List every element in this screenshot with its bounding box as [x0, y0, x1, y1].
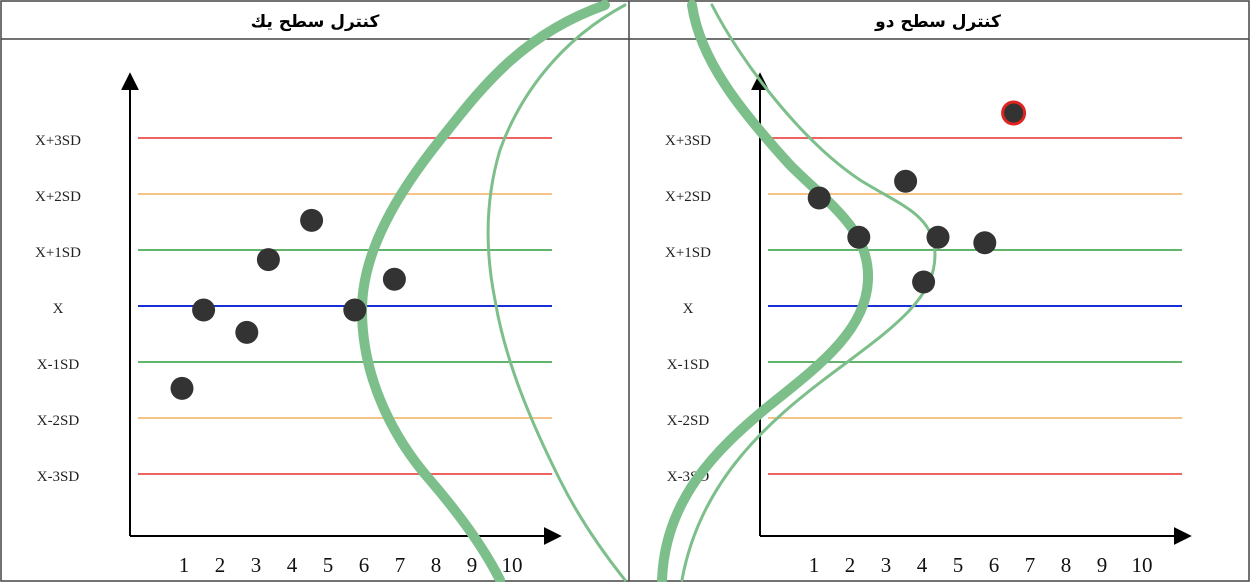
y-level-label: X+1SD	[35, 245, 81, 261]
y-level-label: X+2SD	[665, 189, 711, 205]
panel-1-title: كنترل سطح يك	[251, 12, 380, 32]
x-tick-label: 1	[809, 553, 820, 577]
x-tick-label: 10	[502, 553, 523, 577]
y-level-label: X-3SD	[37, 469, 80, 485]
panel-2-curve-thin	[680, 3, 937, 582]
y-level-label: X-1SD	[667, 357, 710, 373]
data-point	[912, 270, 936, 294]
panel-1-axes	[121, 72, 562, 545]
x-tick-label: 7	[395, 553, 406, 577]
x-tick-label: 9	[1097, 553, 1108, 577]
panel-1-curve-thin	[486, 3, 627, 582]
data-point	[807, 186, 831, 210]
data-point	[973, 231, 997, 255]
panel-1-points	[170, 208, 406, 400]
data-point	[235, 320, 259, 344]
data-point	[192, 298, 216, 322]
data-point	[926, 225, 950, 249]
x-tick-label: 9	[467, 553, 478, 577]
y-level-label: X-2SD	[667, 413, 710, 429]
y-level-label: X+1SD	[665, 245, 711, 261]
outlier-point	[1001, 100, 1027, 126]
x-tick-label: 6	[989, 553, 1000, 577]
x-tick-label: 5	[323, 553, 334, 577]
x-tick-label: 2	[845, 553, 856, 577]
y-level-label: X-2SD	[37, 413, 80, 429]
x-tick-label: 6	[359, 553, 370, 577]
data-point	[256, 248, 280, 272]
x-tick-label: 2	[215, 553, 226, 577]
y-level-label: X+2SD	[35, 189, 81, 205]
panel-2-curve-thick	[657, 0, 874, 582]
panel-2-x-labels: 1 2 3 4 5 6 7 8 9 10	[809, 553, 1153, 577]
x-tick-label: 5	[953, 553, 964, 577]
panel-1-y-labels: X+3SD X+2SD X+1SD X X-1SD X-2SD X-3SD	[35, 133, 81, 485]
y-level-label: X	[683, 301, 694, 317]
x-tick-label: 1	[179, 553, 190, 577]
x-tick-label: 3	[881, 553, 892, 577]
panel-2-control-lines	[768, 137, 1182, 475]
panel-2-axes	[751, 72, 1192, 545]
y-level-label: X-1SD	[37, 357, 80, 373]
y-level-label: X+3SD	[35, 133, 81, 149]
x-tick-label: 4	[917, 553, 928, 577]
data-point	[343, 298, 367, 322]
data-point	[894, 169, 918, 193]
x-tick-label: 10	[1132, 553, 1153, 577]
panel-2-title: كنترل سطح دو	[874, 12, 1001, 32]
panel-2-points	[807, 100, 1027, 294]
y-level-label: X	[53, 301, 64, 317]
x-tick-label: 4	[287, 553, 298, 577]
data-point	[170, 376, 194, 400]
x-tick-label: 8	[1061, 553, 1072, 577]
data-point	[382, 267, 406, 291]
panel-1-gaussian-curves	[356, 0, 627, 582]
x-tick-label: 7	[1025, 553, 1036, 577]
panel-1-control-lines	[138, 137, 552, 475]
panel-1-x-labels: 1 2 3 4 5 6 7 8 9 10	[179, 553, 523, 577]
x-tick-label: 8	[431, 553, 442, 577]
data-point	[300, 208, 324, 232]
panel-2-gaussian-curves	[657, 0, 937, 582]
x-tick-label: 3	[251, 553, 262, 577]
data-point	[847, 225, 871, 249]
y-level-label: X+3SD	[665, 133, 711, 149]
